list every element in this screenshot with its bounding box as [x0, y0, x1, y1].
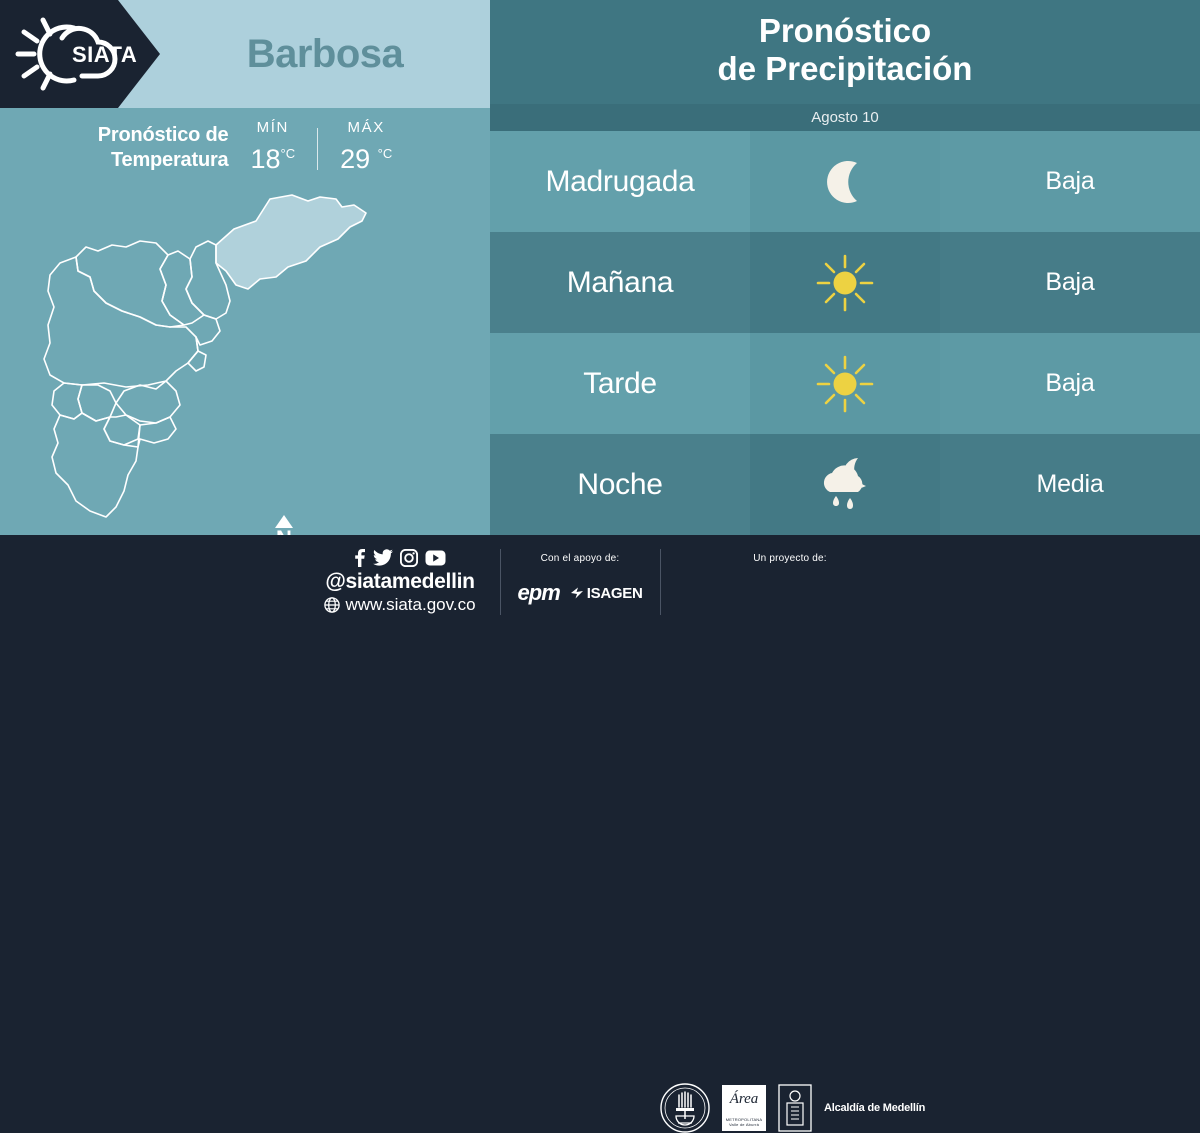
social-handle[interactable]: @siatamedellin [325, 570, 475, 593]
forecast-period-label: Madrugada [545, 164, 695, 198]
temperature-title-line1: Pronóstico de [97, 124, 229, 146]
forecast-period-label: Mañana [566, 265, 674, 299]
forecast-title: Pronóstico de Precipitación [490, 12, 1200, 88]
forecast-date: Agosto 10 [811, 109, 879, 126]
left-panel: SIATA Barbosa Pronóstico de Temperatura … [0, 0, 490, 550]
forecast-icon-cell [750, 333, 940, 434]
isagen-logo[interactable]: ISAGEN [570, 585, 643, 602]
temperature-max: MÁX 29 °C [340, 118, 392, 175]
forecast-probability-cell: Baja [940, 333, 1200, 434]
footer-divider-2 [660, 549, 661, 615]
temperature-min: MÍN 18°C [250, 118, 295, 175]
isagen-label: ISAGEN [586, 584, 643, 602]
alcaldia-label: Alcaldía de Medellín [824, 1102, 926, 1114]
twitter-icon[interactable] [373, 549, 393, 567]
footer: @siatamedellin www.siata.gov.co Con el a… [0, 535, 1200, 1133]
forecast-probability-label: Baja [1045, 268, 1095, 296]
temperature-summary: Pronóstico de Temperatura MÍN 18°C MÁX 2… [0, 118, 490, 188]
left-header-bar: SIATA Barbosa [0, 0, 490, 108]
forecast-period-label: Noche [577, 467, 663, 501]
isagen-mark-icon [570, 587, 583, 599]
forecast-row-manana[interactable]: Mañana Ba [490, 232, 1200, 333]
project-caption: Un proyecto de: [753, 553, 827, 564]
sun-icon [816, 355, 874, 412]
temperature-title-line2: Temperatura [111, 149, 229, 171]
alcaldia-medellin-crest-icon[interactable] [778, 1084, 812, 1132]
temperature-max-unit: °C [377, 146, 393, 161]
cloud-moon-rain-icon [823, 457, 866, 509]
forecast-probability-label: Media [1036, 470, 1104, 498]
forecast-probability-label: Baja [1045, 369, 1095, 397]
forecast-icon-cell [750, 434, 940, 535]
support-caption: Con el apoyo de: [540, 553, 620, 564]
valle-de-aburra-map[interactable]: N [0, 185, 490, 550]
amva-sub-label: METROPOLITANA Valle de Aburrá [722, 1117, 766, 1127]
social-block: @siatamedellin www.siata.gov.co [300, 547, 500, 615]
svg-text:SIATA: SIATA [72, 42, 137, 67]
forecast-probability-cell: Baja [940, 232, 1200, 333]
forecast-row-madrugada[interactable]: Madrugada Baja [490, 131, 1200, 232]
temperature-min-value: 18 [250, 144, 281, 174]
temperature-max-label: MÁX [347, 119, 385, 136]
precipitation-panel: Pronóstico de Precipitación Agosto 10 Ma… [490, 0, 1200, 535]
amva-script-label: Área [729, 1091, 759, 1107]
area-metropolitana-logo[interactable]: Área METROPOLITANA Valle de Aburrá [722, 1085, 766, 1131]
temperature-max-value: 29 [340, 144, 371, 174]
website-line[interactable]: www.siata.gov.co [300, 594, 500, 615]
siata-logo-badge[interactable]: SIATA [0, 0, 160, 108]
moon-icon [827, 160, 857, 203]
sponsor-logos: epm ISAGEN [505, 580, 655, 606]
project-logos: Área METROPOLITANA Valle de Aburrá Alcal… [660, 1083, 925, 1133]
forecast-probability-cell: Baja [940, 131, 1200, 232]
sun-cloud-icon: SIATA [15, 17, 137, 91]
city-name: Barbosa [246, 31, 404, 76]
forecast-probability-cell: Media [940, 434, 1200, 535]
forecast-icon-cell [750, 131, 940, 232]
forecast-grid: Madrugada Baja Mañana [490, 131, 1200, 535]
temperature-max-value-group: 29 °C [340, 138, 392, 175]
forecast-period-cell: Mañana [490, 232, 750, 333]
forecast-row-tarde[interactable]: Tarde Baj [490, 333, 1200, 434]
youtube-icon[interactable] [425, 550, 446, 566]
facebook-icon[interactable] [354, 548, 366, 568]
forecast-title-line2: de Precipitación [717, 50, 973, 87]
sun-icon [816, 254, 874, 311]
temperature-min-unit: °C [280, 146, 296, 161]
forecast-row-noche[interactable]: Noche Media [490, 434, 1200, 535]
forecast-period-cell: Noche [490, 434, 750, 535]
temperature-divider [317, 128, 319, 170]
north-arrow-triangle [275, 515, 293, 528]
udea-seal-icon[interactable] [660, 1083, 710, 1133]
forecast-period-cell: Tarde [490, 333, 750, 434]
forecast-date-band: Agosto 10 [490, 104, 1200, 131]
map-region-barbosa [215, 194, 367, 290]
forecast-probability-label: Baja [1045, 167, 1095, 195]
support-block: Con el apoyo de: epm ISAGEN [505, 553, 655, 606]
temperature-min-value-group: 18°C [250, 138, 295, 175]
temperature-title: Pronóstico de Temperatura [98, 118, 229, 173]
epm-logo[interactable]: epm [517, 580, 561, 605]
forecast-period-label: Tarde [583, 366, 657, 400]
website-url: www.siata.gov.co [345, 595, 476, 614]
social-icons [300, 547, 500, 569]
instagram-icon[interactable] [400, 549, 418, 567]
amva-sub-line2: Valle de Aburrá [728, 1122, 760, 1127]
forecast-period-cell: Madrugada [490, 131, 750, 232]
forecast-title-line1: Pronóstico [758, 12, 932, 49]
project-block: Un proyecto de: [700, 553, 880, 564]
globe-icon [324, 596, 341, 613]
temperature-min-label: MÍN [256, 119, 289, 136]
footer-divider-1 [500, 549, 501, 615]
map-svg [43, 194, 367, 518]
forecast-icon-cell [750, 232, 940, 333]
